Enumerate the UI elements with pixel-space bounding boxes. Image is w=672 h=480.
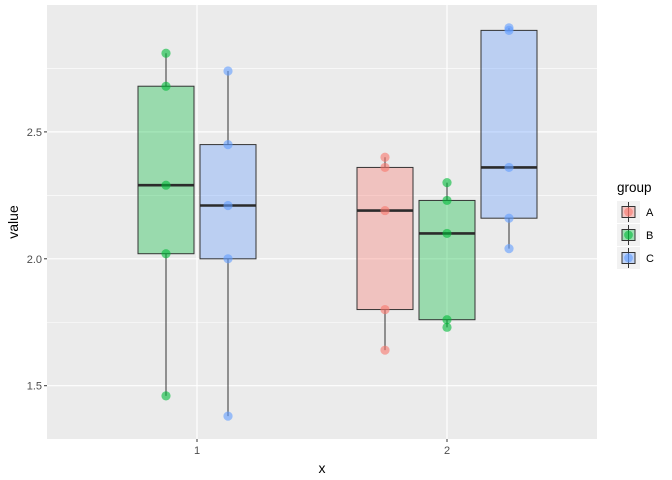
x-tick-label: 2 (444, 445, 450, 457)
data-point-C (504, 162, 514, 173)
data-point-C (223, 66, 233, 76)
legend-key-A: A (617, 201, 654, 223)
data-point-B (442, 228, 452, 239)
box-body (480, 29, 538, 219)
box-body (418, 199, 476, 321)
data-point-B (442, 195, 452, 206)
data-point-C (223, 200, 233, 211)
y-tick-label: 1.5 (27, 381, 42, 393)
data-point-B (442, 322, 452, 332)
data-point-C (223, 254, 233, 264)
data-point-A (380, 345, 390, 355)
data-point-B (161, 81, 171, 91)
gridlines (47, 5, 597, 439)
box-body (137, 85, 195, 255)
x-tick-label: 1 (194, 445, 200, 457)
box-C-2 (480, 27, 538, 249)
legend-title: group (617, 180, 652, 195)
y-tick-label: 2.5 (27, 127, 42, 139)
data-point-C (223, 139, 233, 150)
legend-key-point (624, 253, 633, 263)
box-B-2 (418, 182, 476, 328)
legend-key-B: B (617, 224, 653, 246)
plot-panel (47, 5, 597, 439)
data-point-B (161, 249, 171, 259)
legend-key-point (624, 207, 633, 217)
data-point-C (504, 244, 514, 254)
data-point-A (380, 205, 390, 216)
legend-label: C (646, 253, 654, 265)
x-axis-title: x (319, 460, 326, 476)
data-point-B (161, 180, 171, 190)
data-point-C (223, 411, 233, 421)
data-point-C (504, 213, 514, 223)
data-point-B (442, 178, 452, 188)
data-point-B (161, 48, 171, 58)
box-A-2 (356, 157, 414, 351)
y-axis-title: value (5, 205, 21, 239)
legend-key-C: C (617, 247, 654, 269)
y-tick-label: 2.0 (27, 254, 42, 266)
legend-key-point (624, 230, 633, 240)
box-body (356, 166, 414, 311)
y-axis: 1.5 2.0 2.5 (27, 127, 47, 393)
data-point-B (161, 391, 171, 401)
legend-label: A (646, 207, 654, 219)
data-point-C (504, 25, 514, 35)
legend-label: B (646, 230, 653, 242)
legend: group ABC (617, 180, 654, 269)
data-point-A (380, 152, 390, 162)
data-point-A (380, 304, 390, 315)
data-point-B (442, 315, 452, 325)
box-layer (137, 27, 538, 417)
point-layer (161, 23, 514, 421)
data-point-A (380, 162, 390, 173)
